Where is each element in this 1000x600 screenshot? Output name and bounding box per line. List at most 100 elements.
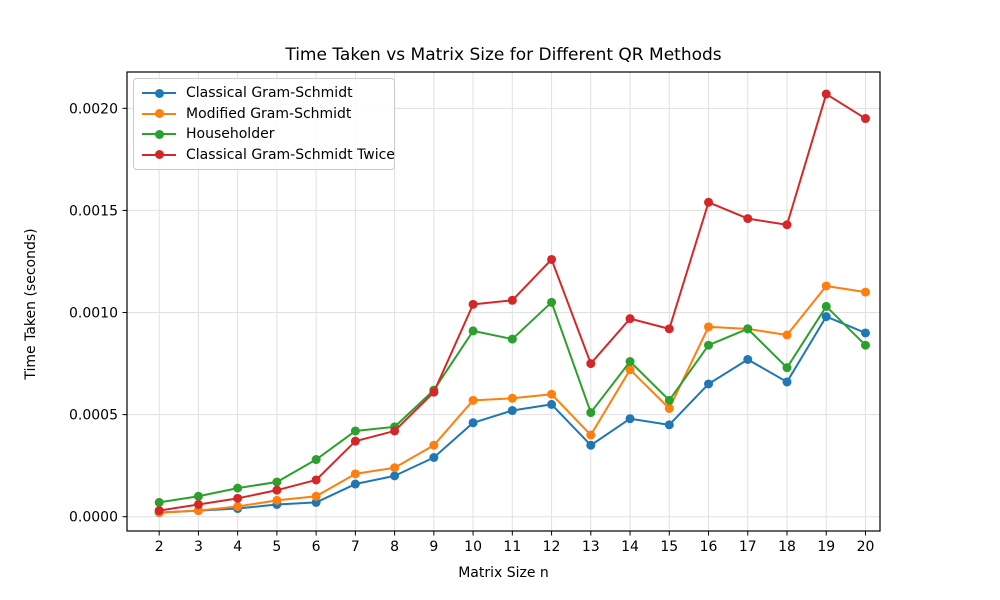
data-point-householder <box>782 363 792 373</box>
x-tick-label: 7 <box>351 539 360 555</box>
legend-item-modified-gram-schmidt: Modified Gram-Schmidt <box>142 104 386 125</box>
data-point-householder <box>547 297 557 307</box>
data-point-classical-gram-schmidt-twice <box>390 426 400 436</box>
data-point-modified-gram-schmidt <box>390 463 400 473</box>
data-point-classical-gram-schmidt-twice <box>272 485 282 495</box>
data-point-modified-gram-schmidt <box>860 287 870 297</box>
x-tick-label: 16 <box>700 539 718 555</box>
data-point-classical-gram-schmidt-twice <box>547 254 557 264</box>
data-point-classical-gram-schmidt <box>350 479 360 489</box>
data-point-classical-gram-schmidt <box>390 471 400 481</box>
x-tick-label: 18 <box>778 539 796 555</box>
x-tick-label: 4 <box>233 539 242 555</box>
data-point-householder <box>311 455 321 465</box>
data-point-classical-gram-schmidt-twice <box>233 493 243 503</box>
data-point-householder <box>468 326 478 336</box>
legend-item-classical-gram-schmidt: Classical Gram-Schmidt <box>142 83 386 104</box>
legend-dot-icon <box>155 109 164 119</box>
x-tick-label: 10 <box>464 539 482 555</box>
data-point-modified-gram-schmidt <box>311 491 321 501</box>
x-tick-label: 3 <box>194 539 203 555</box>
data-point-classical-gram-schmidt <box>429 452 439 462</box>
data-point-modified-gram-schmidt <box>782 330 792 340</box>
legend-line-marker-icon <box>142 109 176 119</box>
y-tick-label: 0.0010 <box>69 306 118 322</box>
data-point-classical-gram-schmidt-twice <box>782 220 792 230</box>
data-point-classical-gram-schmidt-twice <box>468 299 478 309</box>
data-point-modified-gram-schmidt <box>272 495 282 505</box>
x-tick-label: 5 <box>272 539 281 555</box>
data-point-modified-gram-schmidt <box>586 430 596 440</box>
data-point-householder <box>743 324 753 334</box>
x-tick-label: 14 <box>621 539 639 555</box>
data-point-classical-gram-schmidt <box>507 406 517 416</box>
data-point-modified-gram-schmidt <box>429 440 439 450</box>
data-point-householder <box>704 340 714 350</box>
legend-dot-icon <box>155 88 164 98</box>
y-axis-label-text: Time Taken (seconds) <box>23 228 39 380</box>
y-tick-label: 0.0005 <box>69 408 118 424</box>
legend-dot-icon <box>155 129 164 139</box>
data-point-modified-gram-schmidt <box>704 322 714 332</box>
data-point-modified-gram-schmidt <box>821 281 831 291</box>
data-point-classical-gram-schmidt <box>860 328 870 338</box>
data-point-modified-gram-schmidt <box>507 393 517 403</box>
legend-line-marker-icon <box>142 150 176 160</box>
x-tick-label: 19 <box>817 539 835 555</box>
legend-dot-icon <box>155 150 164 160</box>
legend-item-label: Modified Gram-Schmidt <box>186 105 352 122</box>
data-point-modified-gram-schmidt <box>350 469 360 479</box>
data-point-classical-gram-schmidt-twice <box>625 314 635 324</box>
data-point-modified-gram-schmidt <box>625 365 635 375</box>
x-tick-label: 9 <box>429 539 438 555</box>
data-point-modified-gram-schmidt <box>547 389 557 399</box>
data-point-classical-gram-schmidt-twice <box>507 295 517 305</box>
data-point-classical-gram-schmidt-twice <box>350 436 360 446</box>
y-tick-label: 0.0015 <box>69 203 118 219</box>
data-point-classical-gram-schmidt <box>468 418 478 428</box>
x-tick-label: 15 <box>660 539 678 555</box>
legend-item-householder: Householder <box>142 124 386 145</box>
data-point-modified-gram-schmidt <box>233 501 243 511</box>
x-tick-label: 12 <box>543 539 561 555</box>
x-tick-label: 2 <box>155 539 164 555</box>
data-point-householder <box>625 357 635 367</box>
data-point-householder <box>154 497 164 507</box>
legend: Classical Gram-Schmidt Modified Gram-Schm… <box>133 78 395 170</box>
data-point-classical-gram-schmidt-twice <box>311 475 321 485</box>
x-tick-label: 11 <box>503 539 521 555</box>
x-tick-label: 6 <box>312 539 321 555</box>
data-point-classical-gram-schmidt-twice <box>429 387 439 397</box>
data-point-modified-gram-schmidt <box>664 403 674 413</box>
data-point-classical-gram-schmidt <box>782 377 792 387</box>
data-point-classical-gram-schmidt <box>704 379 714 389</box>
data-point-householder <box>272 477 282 487</box>
chart-title: Time Taken vs Matrix Size for Different … <box>285 45 722 65</box>
data-point-householder <box>350 426 360 436</box>
data-point-householder <box>193 491 203 501</box>
data-point-classical-gram-schmidt <box>743 354 753 364</box>
plot-frame <box>126 71 881 532</box>
legend-item-label: Classical Gram-Schmidt Twice <box>186 146 395 163</box>
data-point-classical-gram-schmidt <box>625 414 635 424</box>
data-point-classical-gram-schmidt-twice <box>586 359 596 369</box>
data-point-classical-gram-schmidt-twice <box>193 499 203 509</box>
y-tick-label: 0.0000 <box>69 510 118 526</box>
data-point-householder <box>233 483 243 493</box>
data-point-householder <box>664 395 674 405</box>
data-point-classical-gram-schmidt <box>664 420 674 430</box>
x-tick-label: 13 <box>582 539 600 555</box>
data-point-classical-gram-schmidt-twice <box>154 506 164 516</box>
x-tick-label: 8 <box>390 539 399 555</box>
x-axis-label: Matrix Size n <box>458 565 549 581</box>
data-point-householder <box>586 408 596 418</box>
legend-item-label: Householder <box>186 126 275 143</box>
x-tick-label: 20 <box>857 539 875 555</box>
data-point-classical-gram-schmidt-twice <box>743 214 753 224</box>
data-point-householder <box>821 301 831 311</box>
data-point-classical-gram-schmidt <box>821 312 831 322</box>
legend-item-classical-gram-schmidt-twice: Classical Gram-Schmidt Twice <box>142 145 395 166</box>
legend-item-label: Classical Gram-Schmidt <box>186 85 353 102</box>
y-tick-label: 0.0020 <box>69 101 118 117</box>
